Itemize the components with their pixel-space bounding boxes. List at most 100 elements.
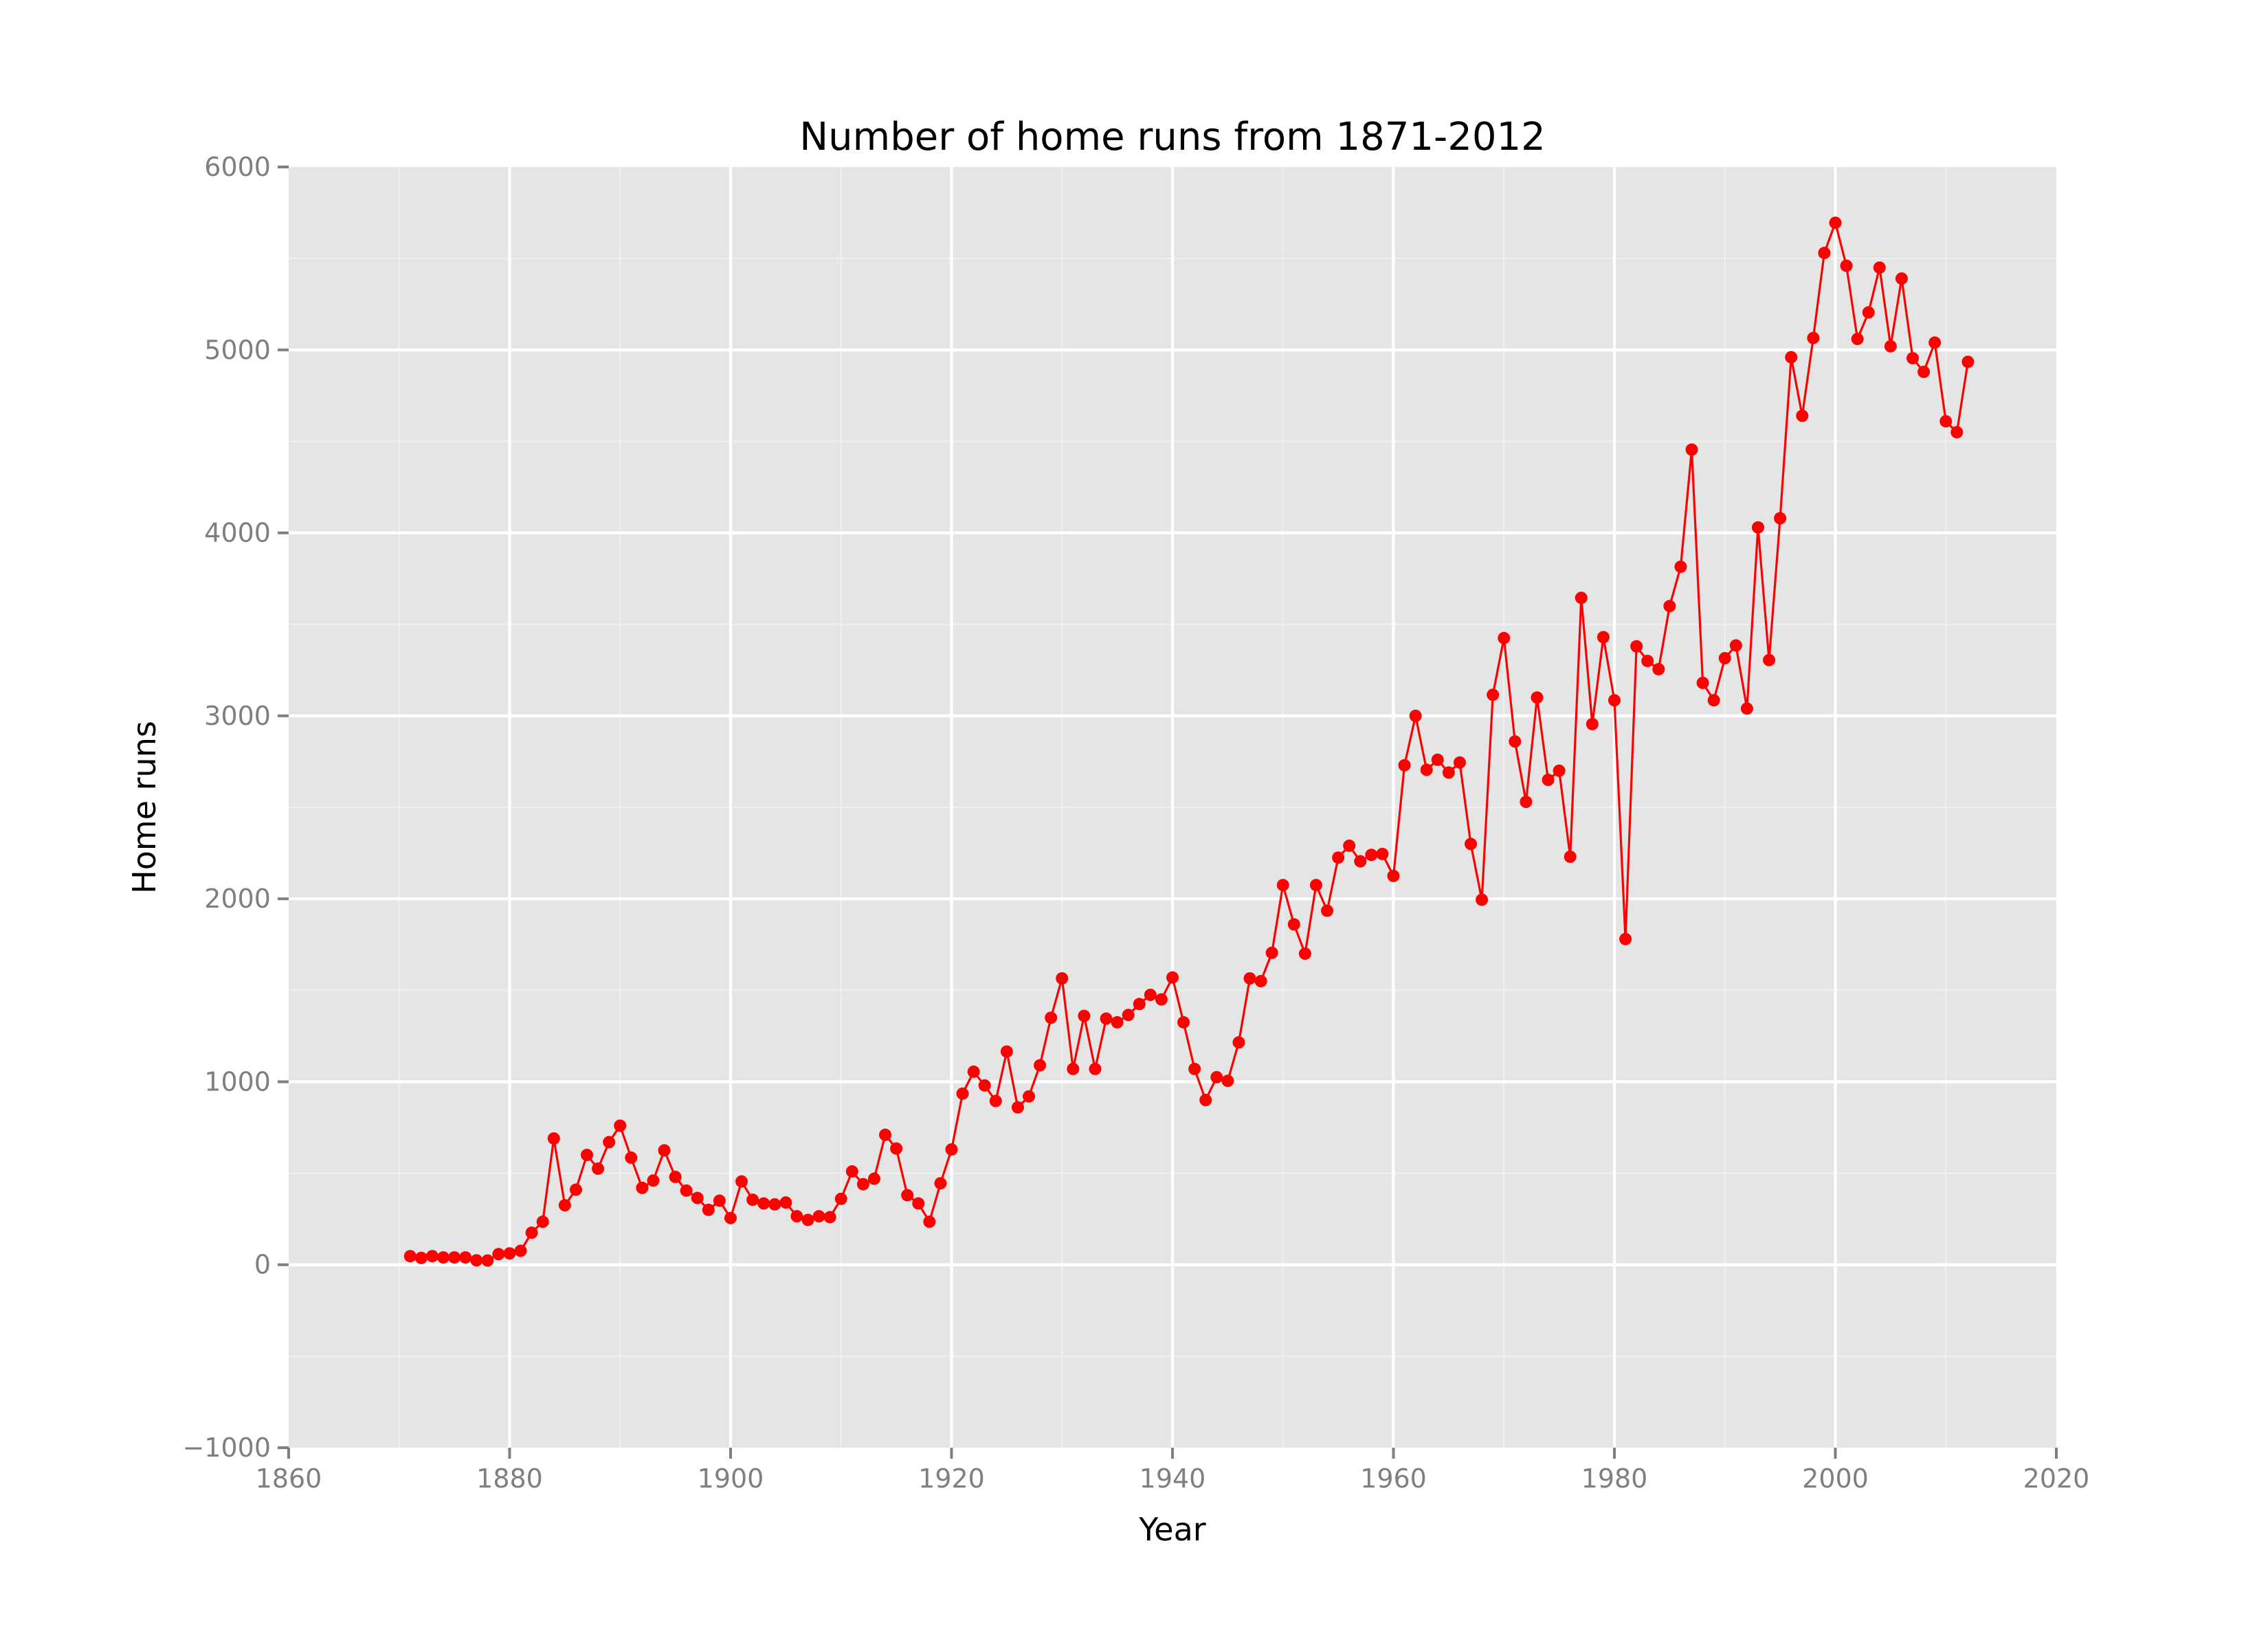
- data-point: [1829, 216, 1842, 229]
- data-point: [1465, 838, 1478, 851]
- data-point: [1298, 947, 1311, 961]
- data-point: [1133, 998, 1146, 1011]
- data-point: [1751, 521, 1764, 534]
- data-point: [1906, 352, 1920, 365]
- data-point: [1100, 1012, 1113, 1025]
- data-point: [536, 1215, 549, 1229]
- data-point: [1707, 694, 1720, 707]
- data-point: [967, 1065, 980, 1078]
- x-tick-label: 1900: [698, 1463, 764, 1494]
- data-point: [1442, 766, 1455, 779]
- data-point: [1917, 366, 1931, 379]
- data-point: [1785, 350, 1798, 363]
- x-tick-label: 2020: [2023, 1463, 2090, 1494]
- data-point: [1718, 651, 1731, 664]
- data-point: [658, 1144, 671, 1157]
- data-point: [812, 1210, 825, 1223]
- data-point: [448, 1251, 461, 1264]
- data-point: [801, 1213, 814, 1226]
- x-axis-title: Year: [1138, 1511, 1205, 1548]
- data-point: [525, 1226, 538, 1239]
- data-point: [1287, 918, 1300, 931]
- x-tick-label: 1920: [918, 1463, 985, 1494]
- data-point: [779, 1196, 792, 1209]
- data-point: [1652, 662, 1665, 675]
- y-tick-label: 2000: [204, 884, 271, 914]
- data-point: [547, 1132, 560, 1145]
- data-point: [1818, 247, 1831, 260]
- data-point: [1243, 972, 1256, 985]
- data-point: [845, 1165, 858, 1178]
- y-axis-title: Home runs: [126, 721, 163, 894]
- data-point: [414, 1251, 427, 1264]
- data-point: [1641, 654, 1654, 667]
- data-point: [581, 1148, 594, 1161]
- data-point: [425, 1250, 438, 1263]
- data-point: [1045, 1011, 1058, 1024]
- data-point: [1851, 333, 1864, 346]
- data-point: [1420, 763, 1433, 776]
- data-point: [790, 1210, 803, 1223]
- data-point: [724, 1211, 737, 1224]
- data-point: [1155, 993, 1168, 1006]
- data-point: [1630, 640, 1643, 653]
- data-point: [757, 1197, 770, 1210]
- data-point: [481, 1254, 494, 1267]
- y-tick-label: 6000: [204, 152, 271, 182]
- data-point: [989, 1095, 1002, 1108]
- data-point: [1950, 426, 1964, 439]
- data-point: [1321, 904, 1334, 917]
- data-point: [867, 1172, 880, 1185]
- data-point: [1023, 1090, 1036, 1103]
- data-point: [1575, 592, 1588, 605]
- data-point: [1387, 869, 1400, 882]
- data-point: [1409, 709, 1422, 722]
- data-point: [834, 1192, 847, 1205]
- x-tick-label: 1940: [1139, 1463, 1206, 1494]
- y-tick-label: 4000: [204, 518, 271, 548]
- data-point: [1365, 849, 1378, 862]
- data-point: [1000, 1045, 1013, 1058]
- data-point: [702, 1203, 715, 1216]
- data-point: [1840, 259, 1853, 272]
- data-point: [1895, 272, 1908, 285]
- data-point: [1221, 1075, 1234, 1088]
- data-point: [1265, 946, 1278, 959]
- data-point: [1276, 879, 1289, 892]
- data-point: [1210, 1070, 1223, 1084]
- data-point: [1597, 631, 1610, 644]
- data-point: [1520, 796, 1533, 809]
- data-point: [1696, 676, 1709, 689]
- data-point: [1034, 1059, 1047, 1072]
- data-point: [1807, 331, 1820, 344]
- data-point: [1884, 339, 1897, 352]
- data-point: [669, 1170, 682, 1183]
- data-point: [1796, 410, 1809, 423]
- x-tick-label: 1960: [1360, 1463, 1427, 1494]
- data-point: [823, 1211, 836, 1224]
- data-point: [569, 1183, 582, 1196]
- y-tick-label: 0: [254, 1250, 271, 1280]
- data-point: [1166, 971, 1179, 984]
- data-point: [1939, 415, 1953, 428]
- y-tick-label: 1000: [204, 1066, 271, 1097]
- data-point: [1619, 932, 1632, 945]
- data-point: [1729, 639, 1742, 652]
- data-point: [592, 1162, 605, 1175]
- data-point: [1542, 774, 1555, 787]
- data-point: [1177, 1016, 1190, 1029]
- data-point: [901, 1189, 914, 1202]
- y-tick-label: 5000: [204, 335, 271, 365]
- data-point: [1586, 717, 1599, 730]
- data-point: [1763, 653, 1776, 666]
- data-point: [923, 1215, 936, 1229]
- data-point: [1332, 851, 1345, 864]
- data-point: [1078, 1009, 1091, 1022]
- data-point: [603, 1136, 616, 1149]
- data-point: [503, 1247, 516, 1260]
- x-tick-label: 1980: [1581, 1463, 1648, 1494]
- data-point: [1740, 702, 1753, 715]
- data-point: [1199, 1094, 1212, 1107]
- data-point: [636, 1181, 649, 1194]
